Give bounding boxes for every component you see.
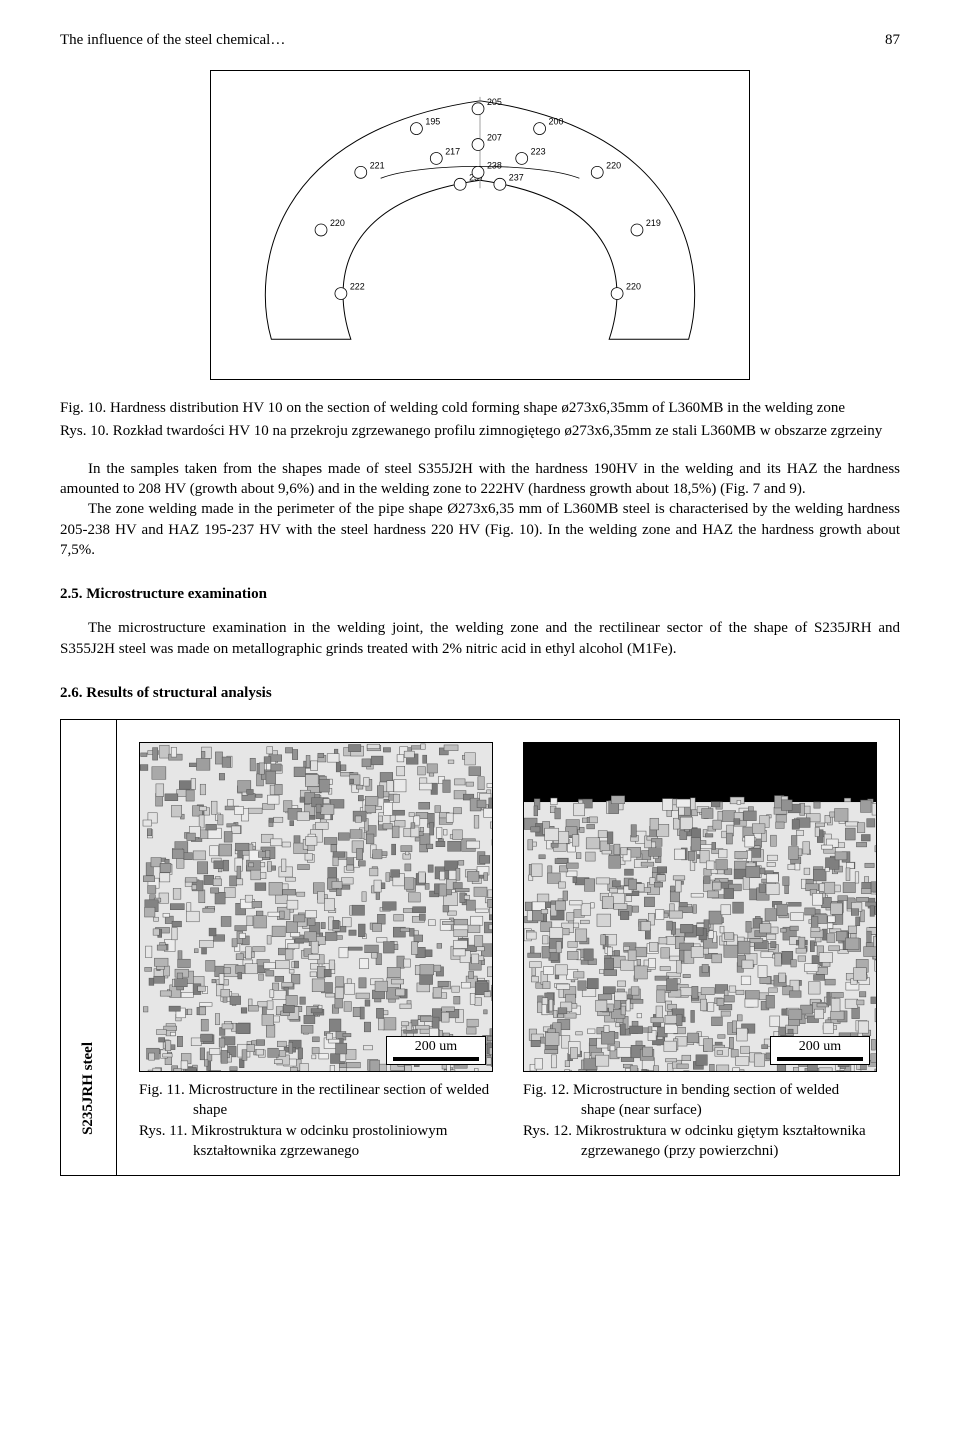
hardness-arc-svg: 1952052002172072232372382372212202202192… bbox=[211, 71, 749, 379]
scale-bar-fig12: 200 um bbox=[770, 1036, 870, 1065]
fig11-caption-pl: Rys. 11. Mikrostruktura w odcinku prosto… bbox=[139, 1121, 493, 1162]
paragraph-3: The microstructure examination in the we… bbox=[60, 618, 900, 659]
section-2-6-title: 2.6. Results of structural analysis bbox=[60, 683, 900, 703]
page-number: 87 bbox=[885, 30, 900, 50]
steel-label-cell: S235JRH steel bbox=[61, 720, 117, 1175]
svg-text:217: 217 bbox=[445, 147, 460, 157]
scale-line-icon bbox=[777, 1057, 863, 1061]
fig11-caption: Fig. 11. Microstructure in the rectiline… bbox=[139, 1080, 493, 1161]
grain-texture-icon bbox=[140, 743, 492, 1071]
fig10-diagram: 1952052002172072232372382372212202202192… bbox=[210, 70, 750, 380]
scale-text: 200 um bbox=[415, 1040, 457, 1054]
svg-text:222: 222 bbox=[350, 282, 365, 292]
micrograph-row: 200 um Fig. 11. Microstructure in the re… bbox=[117, 720, 899, 1175]
svg-text:207: 207 bbox=[487, 133, 502, 143]
paragraph-1: In the samples taken from the shapes mad… bbox=[60, 459, 900, 500]
svg-text:223: 223 bbox=[531, 147, 546, 157]
fig10-caption-pl: Rys. 10. Rozkład twardości HV 10 na prze… bbox=[60, 421, 900, 441]
page-header: The influence of the steel chemical… 87 bbox=[60, 30, 900, 50]
paragraph-2: The zone welding made in the perimeter o… bbox=[60, 499, 900, 560]
svg-text:237: 237 bbox=[509, 173, 524, 183]
svg-text:220: 220 bbox=[330, 218, 345, 228]
svg-text:205: 205 bbox=[487, 97, 502, 107]
svg-text:220: 220 bbox=[626, 282, 641, 292]
scale-text: 200 um bbox=[799, 1040, 841, 1054]
svg-text:219: 219 bbox=[646, 218, 661, 228]
running-title: The influence of the steel chemical… bbox=[60, 30, 285, 50]
scale-line-icon bbox=[393, 1057, 479, 1061]
scale-bar-fig11: 200 um bbox=[386, 1036, 486, 1065]
section-2-5-title: 2.5. Microstructure examination bbox=[60, 584, 900, 604]
results-frame: S235JRH steel 200 um Fig. 11. Microstruc… bbox=[60, 719, 900, 1176]
svg-text:220: 220 bbox=[606, 161, 621, 171]
steel-label: S235JRH steel bbox=[78, 1042, 98, 1135]
grain-texture-dark-icon bbox=[524, 743, 876, 1071]
fig11-micrograph: 200 um bbox=[139, 742, 493, 1072]
svg-text:238: 238 bbox=[487, 161, 502, 171]
fig12-caption-en: Fig. 12. Microstructure in bending secti… bbox=[523, 1080, 877, 1121]
fig11-caption-en: Fig. 11. Microstructure in the rectiline… bbox=[139, 1080, 493, 1121]
svg-text:200: 200 bbox=[549, 117, 564, 127]
fig10-caption-en: Fig. 10. Hardness distribution HV 10 on … bbox=[60, 398, 900, 418]
fig10-caption-block: Fig. 10. Hardness distribution HV 10 on … bbox=[60, 398, 900, 441]
fig12-caption-pl: Rys. 12. Mikrostruktura w odcinku giętym… bbox=[523, 1121, 877, 1162]
svg-text:195: 195 bbox=[425, 117, 440, 127]
fig12-micrograph: 200 um bbox=[523, 742, 877, 1072]
fig12-caption: Fig. 12. Microstructure in bending secti… bbox=[523, 1080, 877, 1161]
fig11-column: 200 um Fig. 11. Microstructure in the re… bbox=[139, 742, 493, 1161]
fig12-column: 200 um Fig. 12. Microstructure in bendin… bbox=[523, 742, 877, 1161]
svg-text:221: 221 bbox=[370, 161, 385, 171]
